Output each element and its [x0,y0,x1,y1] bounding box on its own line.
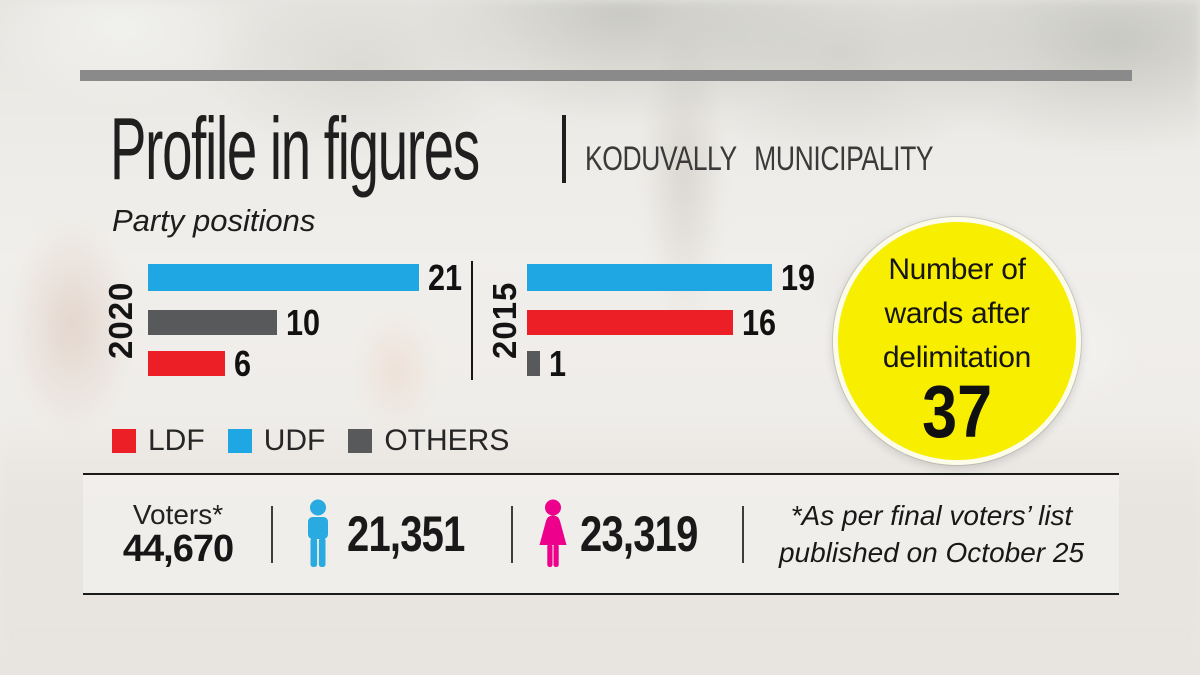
bar-value-2020-udf: 21 [428,256,463,298]
badge-line3: delimitation [882,341,1032,374]
legend-swatch-others [348,429,373,453]
badge-value: 37 [922,370,992,453]
voters-note-line1: *As per final voters’ list [790,500,1073,531]
page-subtitle: KODUVALLY MUNICIPALITY [585,140,934,178]
male-icon [303,499,333,573]
voters-divider-2 [511,505,513,563]
badge-line2: wards after [884,297,1030,330]
female-icon [536,499,570,573]
bar-value-2015-ldf: 16 [742,301,777,343]
bar-value-2020-ldf: 6 [234,342,252,384]
bar-2015-udf [527,264,772,291]
bar-2015-others [527,351,540,376]
legend-swatch-udf [227,429,252,453]
year-label-2015: 2015 [486,281,523,359]
wards-badge: Number of wards after delimitation 37 [833,217,1081,465]
legend-swatch-ldf [112,429,136,453]
bar-value-2015-others: 1 [549,342,567,384]
legend-label-ldf: LDF [148,424,205,457]
chart-group-divider [471,261,473,380]
voters-divider-1 [271,505,273,563]
page-title: Profile in figures [110,99,480,198]
top-rule [80,70,1132,81]
badge-line1: Number of [888,253,1026,286]
voters-label: Voters* [132,499,224,530]
bar-2020-udf [148,264,419,291]
voters-divider-3 [742,505,744,563]
bar-2015-ldf [527,310,733,335]
legend-label-udf: UDF [263,424,326,457]
bar-2020-others [148,310,277,335]
bar-2020-ldf [148,351,225,376]
title-separator [562,115,566,183]
chart-title: Party positions [112,203,316,238]
chart-legend: LDF UDF OTHERS [112,424,510,457]
bar-value-2015-udf: 19 [781,256,816,298]
bar-value-2020-others: 10 [286,301,321,343]
female-count: 23,319 [580,506,698,562]
voters-total-block: Voters* 44,670 [113,499,243,570]
voters-total: 44,670 [122,528,234,570]
male-count: 21,351 [347,506,465,562]
year-label-2020: 2020 [102,281,139,359]
legend-label-others: OTHERS [384,424,510,457]
voters-note-line2: published on October 25 [778,537,1085,568]
voters-bar: Voters* 44,670 21,351 23,319 *As pe [83,473,1119,595]
voters-note: *As per final voters’ list published on … [760,497,1103,571]
